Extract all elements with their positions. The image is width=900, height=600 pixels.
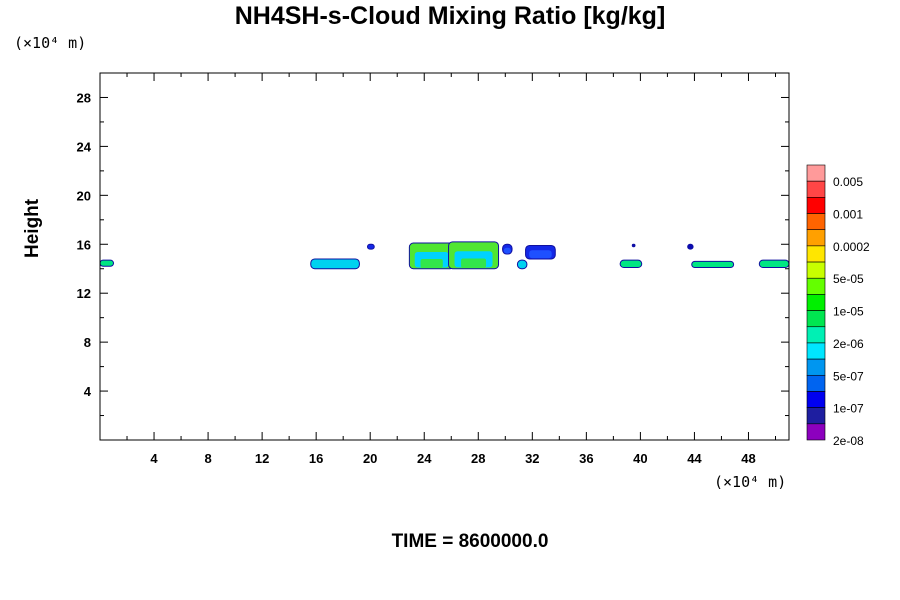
x-tick-label: 20: [363, 451, 377, 466]
y-tick-label: 16: [77, 237, 91, 252]
colorbar-swatch: [806, 261, 826, 279]
colorbar-swatch: [806, 391, 826, 408]
cloud-patch: [758, 259, 790, 269]
colorbar: 0.005 0.001 0.0002 5e-05 1e-05 2e-06 5e-07 1e-0…: [806, 164, 870, 448]
cloud-patch: [99, 259, 115, 267]
chart-title: NH4SH-s-Cloud Mixing Ratio [kg/kg]: [234, 2, 666, 30]
colorbar-swatch: [806, 423, 826, 441]
colorbar-label: 5e-05: [833, 272, 864, 286]
x-tick-label: 12: [255, 451, 269, 466]
colorbar-swatch: [806, 197, 826, 214]
x-tick-label: 24: [417, 451, 432, 466]
cloud-patch: [631, 243, 636, 248]
cloud-patch: [310, 258, 360, 270]
y-unit-label: (×10⁴ m): [14, 34, 87, 52]
cloud-patch: [516, 259, 528, 270]
y-tick-label: 28: [77, 90, 91, 105]
colorbar-label: 1e-05: [833, 305, 864, 319]
colorbar-label: 0.005: [833, 175, 863, 189]
x-tick-label: 44: [687, 451, 702, 466]
colorbar-label: 1e-07: [833, 402, 864, 416]
y-tick-label: 20: [77, 188, 91, 203]
colorbar-swatch: [806, 342, 826, 360]
colorbar-label: 2e-06: [833, 337, 864, 351]
colorbar-swatch: [806, 213, 826, 231]
y-axis-label: Height: [22, 198, 43, 258]
x-tick-label: 8: [204, 451, 211, 466]
colorbar-swatch: [806, 229, 826, 247]
colorbar-swatch: [806, 294, 826, 311]
x-tick-label: 48: [741, 451, 755, 466]
time-label: TIME = 8600000.0: [391, 531, 549, 552]
cloud-patch-core: [503, 247, 511, 254]
cloud-patch: [691, 260, 735, 269]
x-tick-label: 36: [579, 451, 593, 466]
cloud-patch-core: [529, 250, 552, 259]
colorbar-swatch: [806, 180, 826, 198]
y-tick-label: 24: [77, 139, 92, 154]
cloud-patches: [99, 241, 790, 270]
plot-frame: [99, 72, 790, 441]
x-unit-label: (×10⁴ m): [714, 473, 787, 491]
y-tick-label: 8: [84, 335, 91, 350]
colorbar-label: 0.0002: [833, 240, 870, 254]
colorbar-label: 0.001: [833, 208, 863, 222]
colorbar-swatch: [806, 164, 826, 182]
colorbar-swatch: [806, 358, 826, 376]
x-tick-label: 40: [633, 451, 647, 466]
cloud-patch: [687, 243, 694, 250]
colorbar-swatch: [806, 407, 826, 425]
colorbar-swatch: [806, 326, 826, 344]
x-tick-label: 28: [471, 451, 485, 466]
x-tick-label: 16: [309, 451, 323, 466]
cloud-patch-core: [461, 258, 487, 268]
colorbar-label: 5e-07: [833, 369, 864, 383]
x-tick-label: 32: [525, 451, 539, 466]
colorbar-swatch: [806, 277, 826, 295]
cloud-patch: [619, 259, 643, 269]
colorbar-swatch: [806, 374, 826, 392]
colorbar-label: 2e-08: [833, 434, 864, 448]
y-tick-label: 4: [84, 384, 92, 399]
colorbar-swatch: [806, 310, 826, 328]
cloud-patch: [366, 243, 375, 250]
y-tick-label: 12: [77, 286, 91, 301]
cloud-patch-core: [420, 258, 443, 268]
colorbar-swatch: [806, 245, 826, 263]
x-tick-label: 4: [150, 451, 158, 466]
